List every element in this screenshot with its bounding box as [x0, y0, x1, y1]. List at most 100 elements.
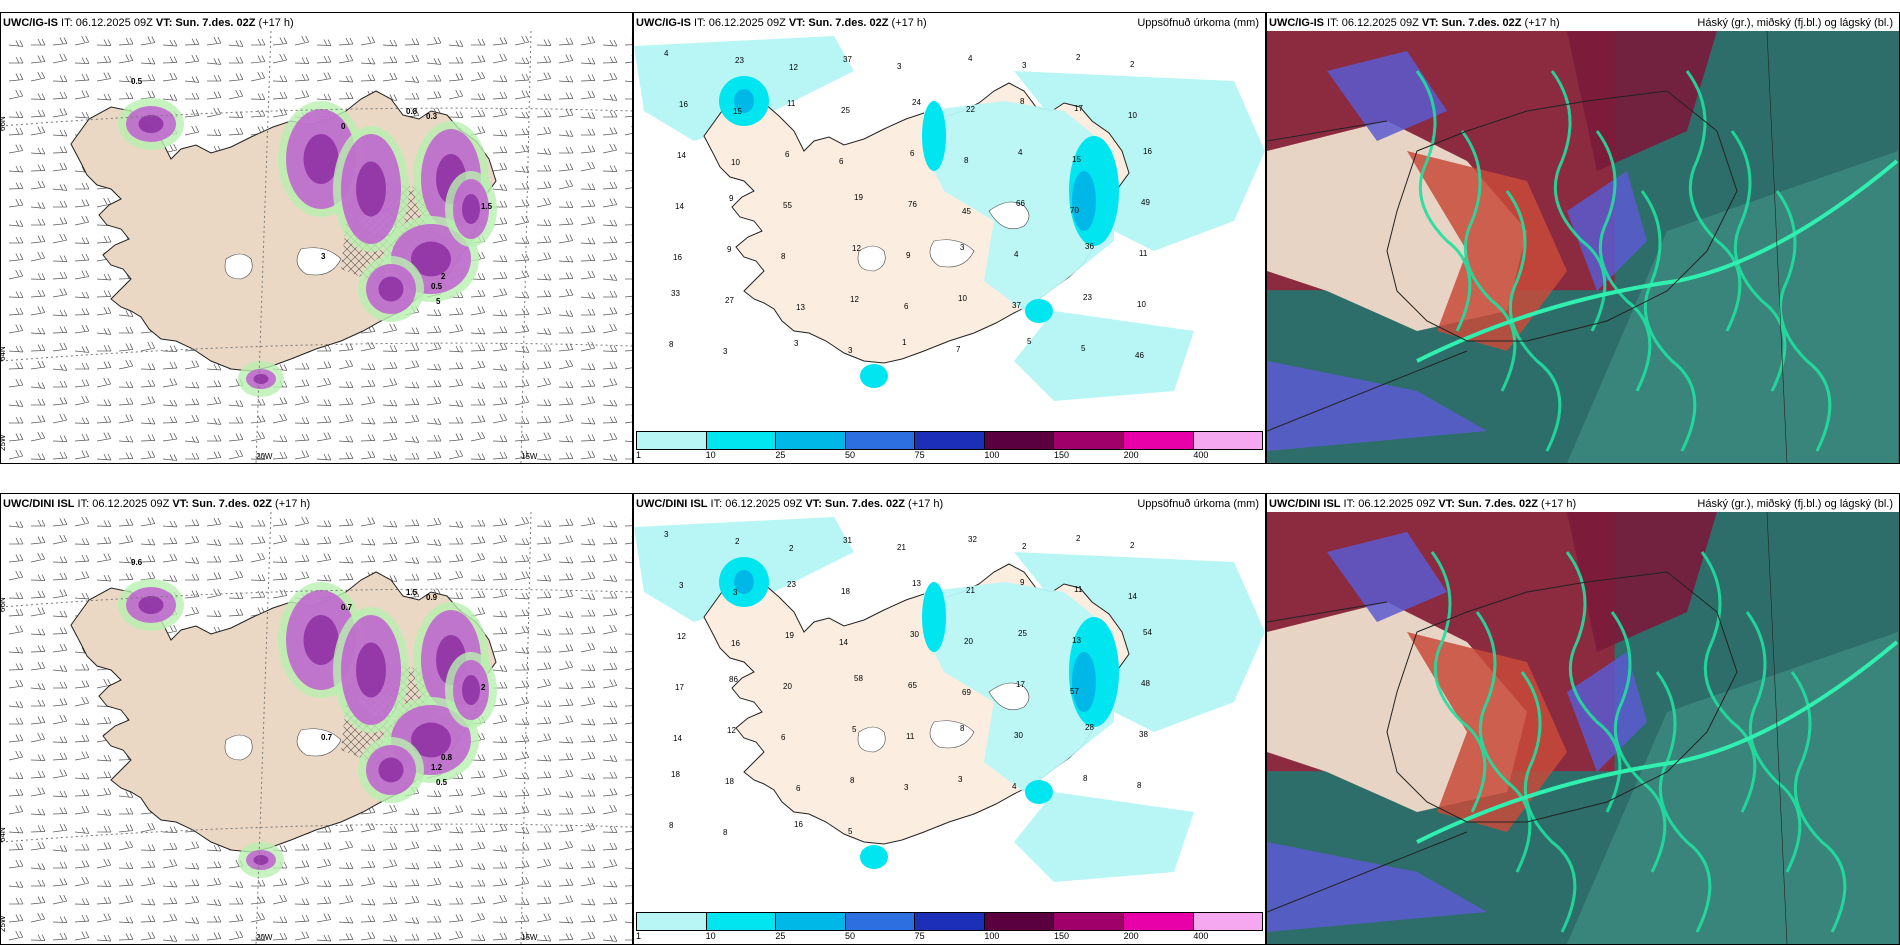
precip-value: 4 — [1014, 250, 1019, 259]
legend-swatch — [706, 432, 777, 449]
precip-value: 4 — [1018, 148, 1023, 157]
precip-value: 21 — [966, 586, 975, 595]
synop-value: 0.5 — [431, 282, 443, 291]
legend-swatch — [1123, 432, 1194, 449]
legend-tick: 400 — [1193, 450, 1209, 460]
precip-value: 20 — [964, 637, 973, 646]
lead-time: (+17 h) — [1538, 498, 1577, 510]
lat-label: 64N — [1, 346, 7, 361]
panel-header: UWC/DINI ISL IT: 06.12.2025 09Z VT: Sun.… — [1269, 496, 1897, 512]
lead-time: (+17 h) — [1521, 17, 1560, 29]
map-title: Uppsöfnuð úrkoma (mm) — [1137, 498, 1259, 510]
precip-value: 2 — [1076, 53, 1081, 62]
synop-value: 0.8 — [441, 753, 453, 762]
precip-value: 3 — [723, 347, 728, 356]
precip-value: 36 — [1085, 242, 1094, 251]
precip-value: 38 — [1139, 730, 1148, 739]
precip-value: 5 — [848, 827, 853, 836]
panel-header: UWC/IG-IS IT: 06.12.2025 09Z VT: Sun. 7.… — [636, 15, 1263, 31]
precip-value: 10 — [958, 294, 967, 303]
precip-value: 17 — [675, 683, 684, 692]
synop-value: 0 — [341, 122, 346, 131]
precip-value: 8 — [1137, 781, 1142, 790]
precip-value: 9 — [727, 245, 732, 254]
precip-value: 2 — [1130, 541, 1135, 550]
precip-value: 8 — [964, 156, 969, 165]
precip-value: 15 — [1072, 155, 1081, 164]
precip-value: 65 — [908, 681, 917, 690]
precip-value: 27 — [725, 296, 734, 305]
map-title: Háský (gr.), miðský (fj.bl.) og lágský (… — [1697, 17, 1893, 29]
wind-precip-map: 66N 64N 25W 20W 15W 9.6 0.7 1.5 0.9 0.81.2 0.7 2 0.5 — [1, 512, 632, 944]
precip-value: 45 — [962, 207, 971, 216]
precip-value: 8 — [723, 828, 728, 837]
legend-tick: 10 — [705, 450, 716, 460]
legend-swatch — [776, 913, 846, 930]
precip-value: 22 — [966, 105, 975, 114]
precip-value: 5 — [852, 725, 857, 734]
precip-value: 48 — [1141, 679, 1150, 688]
init-time: IT: 06.12.2025 09Z — [58, 17, 156, 29]
precip-value: 49 — [1141, 198, 1150, 207]
precip-value: 2 — [735, 537, 740, 546]
legend-tick: 75 — [914, 931, 925, 941]
precip-value: 8 — [669, 340, 674, 349]
legend-tick: 25 — [775, 931, 786, 941]
synop-value: 1.5 — [406, 588, 418, 597]
precip-value: 17 — [1016, 680, 1025, 689]
panel-cloud-bottom: UWC/DINI ISL IT: 06.12.2025 09Z VT: Sun.… — [1266, 493, 1900, 945]
precip-value: 57 — [1070, 687, 1079, 696]
precip-value: 4 — [968, 54, 973, 63]
valid-time: VT: Sun. 7.des. 02Z — [1421, 17, 1522, 29]
legend-swatch — [1054, 432, 1124, 449]
precip-value: 8 — [850, 776, 855, 785]
lead-time: (+17 h) — [255, 17, 294, 29]
legend-swatch — [637, 432, 707, 449]
precip-value: 86 — [729, 675, 738, 684]
precip-value: 54 — [1143, 628, 1152, 637]
precip-value: 10 — [1128, 111, 1137, 120]
precip-value: 4 — [1012, 782, 1017, 791]
synop-value: 2 — [441, 272, 446, 281]
panel-header: UWC/IG-IS IT: 06.12.2025 09Z VT: Sun. 7.… — [3, 15, 630, 31]
precip-value: 12 — [789, 63, 798, 72]
legend-swatch — [1123, 913, 1194, 930]
precip-value: 5 — [1081, 344, 1086, 353]
precip-value: 9 — [906, 251, 911, 260]
precip-legend: 1 10 25 50 75 100 150 200 400 — [636, 912, 1263, 941]
precip-value: 8 — [781, 252, 786, 261]
precip-value: 21 — [897, 543, 906, 552]
precip-value: 31 — [843, 536, 852, 545]
precip-value: 37 — [1012, 301, 1021, 310]
model-name: UWC/IG-IS — [3, 17, 58, 29]
precip-value: 70 — [1070, 206, 1079, 215]
precip-value: 3 — [958, 775, 963, 784]
synop-value: 0.5 — [436, 778, 448, 787]
precip-value: 14 — [839, 638, 848, 647]
precip-value: 12 — [677, 632, 686, 641]
panel-wind-precip-bottom: UWC/DINI ISL IT: 06.12.2025 09Z VT: Sun.… — [0, 493, 633, 945]
legend-tick: 50 — [845, 450, 856, 460]
legend-tick: 150 — [1054, 931, 1070, 941]
lon-label: 25W — [1, 915, 7, 932]
precip-value: 18 — [725, 777, 734, 786]
legend-tick: 25 — [775, 450, 786, 460]
precip-legend: 1 10 25 50 75 100 150 200 400 — [636, 431, 1263, 460]
precip-value: 30 — [1014, 731, 1023, 740]
init-time: IT: 06.12.2025 09Z — [1340, 498, 1439, 510]
synop-value: 0.7 — [321, 733, 333, 742]
legend-swatch — [915, 913, 985, 930]
legend-tick: 200 — [1123, 931, 1139, 941]
precip-value: 28 — [1085, 723, 1094, 732]
legend-tick: 400 — [1193, 931, 1209, 941]
lead-time: (+17 h) — [272, 498, 311, 510]
precip-value: 58 — [854, 674, 863, 683]
precip-value: 6 — [781, 733, 786, 742]
model-name: UWC/DINI ISL — [1269, 498, 1341, 510]
precip-value: 9 — [729, 194, 734, 203]
legend-tick: 75 — [914, 450, 925, 460]
legend-tick: 100 — [984, 931, 1000, 941]
precip-value: 3 — [1022, 61, 1027, 70]
panel-wind-precip-top: UWC/IG-IS IT: 06.12.2025 09Z VT: Sun. 7.… — [0, 12, 633, 464]
precip-value: 33 — [671, 289, 680, 298]
